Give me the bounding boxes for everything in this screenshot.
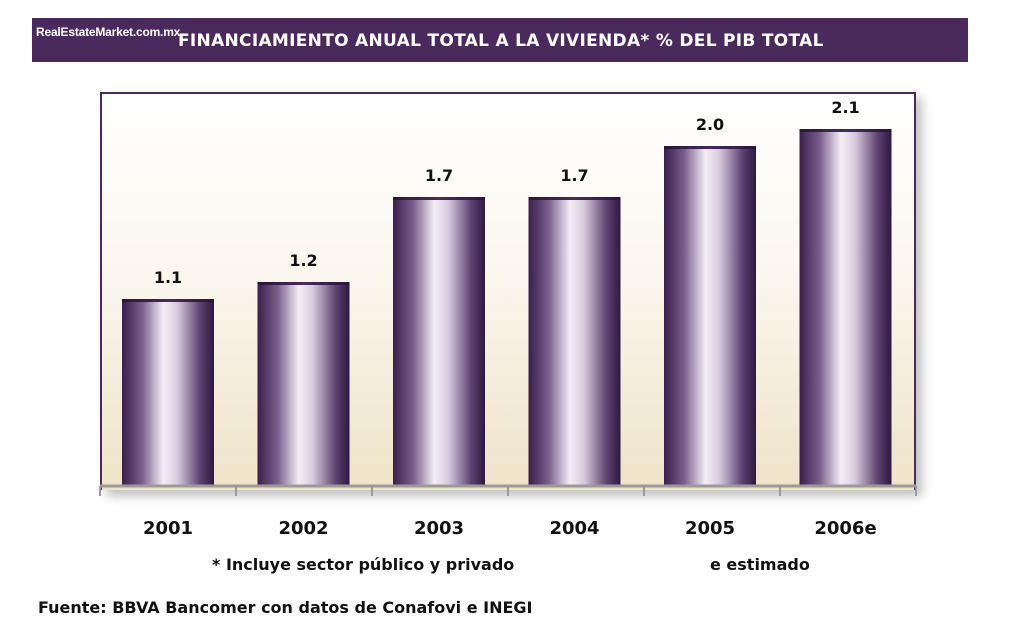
bar-cap-2006e	[799, 129, 892, 132]
bar-2006e	[799, 129, 892, 486]
x-tick-label-2001: 2001	[143, 518, 193, 539]
x-tick-label-2004: 2004	[549, 518, 599, 539]
bar-2001	[122, 299, 214, 486]
bar-2004	[528, 197, 621, 486]
bar-2003	[393, 197, 485, 486]
data-label-2003: 1.7	[425, 166, 453, 185]
footnote-estimated: e estimado	[710, 555, 810, 574]
bar-cap-2001	[122, 299, 214, 302]
source-note: Fuente: BBVA Bancomer con datos de Conaf…	[38, 598, 533, 617]
bar-cap-2005	[664, 146, 756, 149]
bar-2002	[257, 282, 350, 486]
footnote-public-private: * Incluye sector público y privado	[212, 555, 515, 574]
x-tick-label-2002: 2002	[278, 518, 328, 539]
title-bar	[32, 18, 968, 62]
chart-title: FINANCIAMIENTO ANUAL TOTAL A LA VIVIENDA…	[178, 31, 824, 51]
x-tick-label-2006e: 2006e	[814, 518, 876, 539]
bar-cap-2003	[393, 197, 485, 200]
data-label-2005: 2.0	[696, 115, 724, 134]
data-label-2004: 1.7	[560, 166, 588, 185]
bar-cap-2004	[528, 197, 621, 200]
plot-area	[100, 92, 916, 490]
x-tick-label-2003: 2003	[414, 518, 464, 539]
bar-2005	[664, 146, 756, 486]
data-label-2002: 1.2	[289, 251, 317, 270]
data-label-2006e: 2.1	[831, 98, 859, 117]
site-watermark-label: RealEstateMarket.com.mx	[36, 25, 181, 39]
bar-cap-2002	[257, 282, 350, 285]
data-label-2001: 1.1	[154, 268, 182, 287]
x-tick-label-2005: 2005	[685, 518, 735, 539]
